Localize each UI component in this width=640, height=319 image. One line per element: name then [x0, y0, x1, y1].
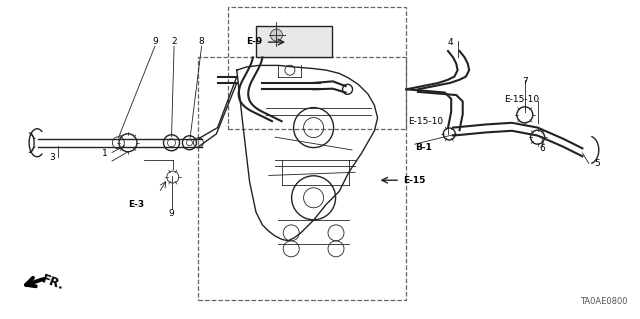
- Circle shape: [271, 29, 282, 41]
- Text: E-15-10: E-15-10: [408, 117, 444, 126]
- Text: 3: 3: [50, 153, 55, 162]
- Text: E-9: E-9: [246, 37, 262, 46]
- Text: 7: 7: [522, 77, 527, 86]
- Text: TA0AE0800: TA0AE0800: [580, 297, 627, 306]
- Text: 6: 6: [540, 144, 545, 153]
- Text: E-15: E-15: [403, 176, 426, 185]
- Text: E-3: E-3: [128, 200, 144, 209]
- Text: 5: 5: [594, 159, 600, 168]
- Text: 2: 2: [172, 37, 177, 46]
- Bar: [198, 57, 406, 300]
- FancyBboxPatch shape: [256, 26, 332, 57]
- Text: B-1: B-1: [415, 143, 431, 152]
- Text: FR.: FR.: [40, 272, 66, 293]
- Text: 9: 9: [169, 209, 174, 218]
- Text: 4: 4: [447, 38, 452, 47]
- Bar: [228, 7, 406, 129]
- Text: 8: 8: [199, 37, 204, 46]
- Text: 9: 9: [152, 37, 157, 46]
- Text: 1: 1: [102, 149, 108, 158]
- Text: E-15-10: E-15-10: [504, 95, 540, 104]
